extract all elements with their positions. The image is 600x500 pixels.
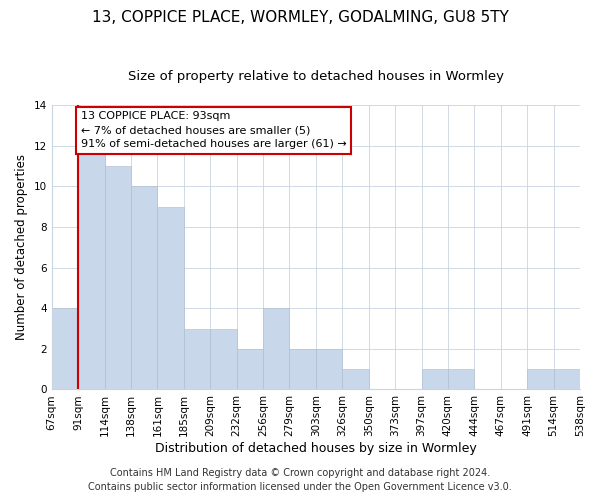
Bar bbox=[210, 328, 236, 390]
Bar bbox=[157, 206, 184, 390]
Bar bbox=[104, 166, 131, 390]
Bar bbox=[316, 349, 342, 390]
Bar bbox=[554, 369, 580, 390]
Bar bbox=[448, 369, 475, 390]
Text: 13, COPPICE PLACE, WORMLEY, GODALMING, GU8 5TY: 13, COPPICE PLACE, WORMLEY, GODALMING, G… bbox=[92, 10, 508, 25]
Bar bbox=[421, 369, 448, 390]
X-axis label: Distribution of detached houses by size in Wormley: Distribution of detached houses by size … bbox=[155, 442, 477, 455]
Bar bbox=[131, 186, 157, 390]
Text: 13 COPPICE PLACE: 93sqm
← 7% of detached houses are smaller (5)
91% of semi-deta: 13 COPPICE PLACE: 93sqm ← 7% of detached… bbox=[81, 111, 346, 149]
Bar bbox=[236, 349, 263, 390]
Y-axis label: Number of detached properties: Number of detached properties bbox=[15, 154, 28, 340]
Bar bbox=[184, 328, 210, 390]
Bar bbox=[52, 308, 78, 390]
Bar bbox=[342, 369, 368, 390]
Bar bbox=[263, 308, 289, 390]
Text: Contains HM Land Registry data © Crown copyright and database right 2024.
Contai: Contains HM Land Registry data © Crown c… bbox=[88, 468, 512, 492]
Bar bbox=[78, 146, 104, 390]
Title: Size of property relative to detached houses in Wormley: Size of property relative to detached ho… bbox=[128, 70, 504, 83]
Bar bbox=[527, 369, 554, 390]
Bar bbox=[289, 349, 316, 390]
